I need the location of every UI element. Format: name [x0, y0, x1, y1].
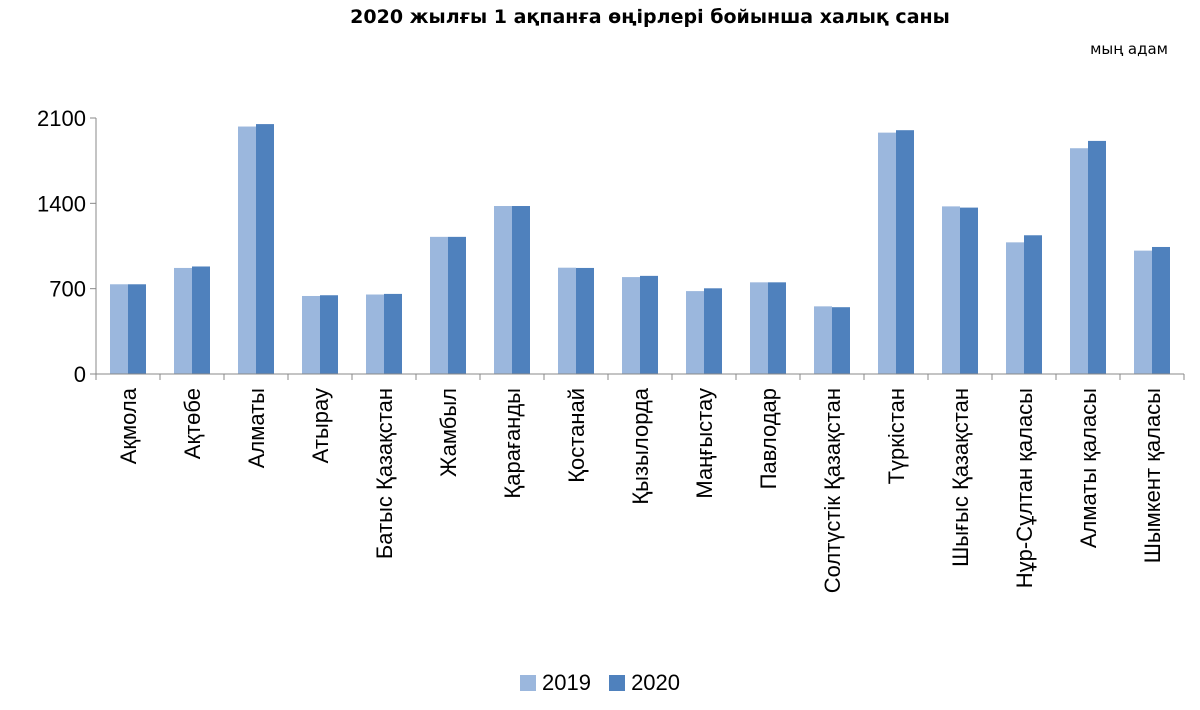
legend-item-2020: 2020	[609, 670, 680, 696]
bar-2019-7	[558, 267, 576, 374]
x-category-label: Солтүстік Қазақстан	[820, 388, 845, 593]
bar-2020-7	[576, 267, 594, 374]
bar-2019-6	[494, 206, 512, 374]
bar-2020-9	[704, 288, 722, 374]
bar-2019-10	[750, 282, 768, 374]
bar-2020-11	[832, 307, 850, 374]
y-tick-label: 700	[49, 277, 86, 302]
bar-2019-14	[1006, 242, 1024, 374]
x-category-label: Маңғыстау	[692, 388, 717, 499]
x-category-label: Қарағанды	[500, 388, 525, 499]
bar-2020-6	[512, 206, 530, 374]
bars-layer	[110, 124, 1170, 375]
unit-label: мың адам	[1090, 40, 1168, 58]
x-category-label: Шығыс Қазақстан	[948, 388, 973, 567]
bar-2020-16	[1152, 246, 1170, 374]
legend: 2019 2020	[0, 670, 1200, 697]
x-category-label: Ақмола	[116, 387, 141, 464]
x-category-label: Батыс Қазақстан	[372, 388, 397, 559]
y-tick-label: 1400	[37, 191, 86, 216]
bar-2019-1	[174, 267, 192, 374]
bar-2020-13	[960, 207, 978, 374]
bar-2019-16	[1134, 250, 1152, 374]
bar-2020-15	[1088, 140, 1106, 374]
bar-2019-5	[430, 236, 448, 374]
bar-2020-5	[448, 236, 466, 374]
x-category-label: Нұр-Сұлтан қаласы	[1012, 388, 1037, 588]
x-category-label: Қостанай	[564, 388, 589, 483]
x-category-label: Шымкент қаласы	[1140, 388, 1165, 563]
bar-2020-3	[320, 295, 338, 374]
chart-title: 2020 жылғы 1 ақпанға өңірлері бойынша ха…	[350, 6, 950, 28]
labels-layer: 0 700 1400 2100 Ақмола Ақтөбе Алматы Атырау Баты…	[37, 106, 1165, 593]
legend-swatch-2019	[519, 675, 536, 691]
bar-2019-12	[878, 132, 896, 374]
bar-2020-10	[768, 282, 786, 374]
bar-2019-8	[622, 277, 640, 374]
x-category-label: Алматы қаласы	[1076, 388, 1101, 548]
bar-2019-15	[1070, 148, 1088, 374]
x-category-label: Түркістан	[884, 388, 909, 484]
legend-item-2019: 2019	[519, 670, 591, 696]
x-category-label: Қызылорда	[628, 387, 653, 504]
bar-2019-11	[814, 306, 832, 374]
legend-label-2019: 2019	[541, 670, 591, 695]
bar-2019-2	[238, 126, 256, 375]
bar-2019-9	[686, 291, 704, 374]
bar-2019-0	[110, 284, 128, 374]
x-category-label: Жамбыл	[436, 388, 461, 477]
bar-2020-0	[128, 284, 146, 374]
x-category-label: Ақтөбе	[180, 388, 205, 459]
bar-2020-1	[192, 266, 210, 374]
bar-2020-14	[1024, 235, 1042, 374]
bar-2019-13	[942, 206, 960, 374]
y-tick-label: 2100	[37, 106, 86, 131]
bar-2019-3	[302, 295, 320, 374]
bar-2020-2	[256, 124, 274, 374]
bar-2020-12	[896, 130, 914, 374]
legend-label-2020: 2020	[631, 670, 681, 695]
y-tick-label: 0	[74, 362, 86, 387]
x-category-label: Павлодар	[756, 388, 781, 489]
x-category-label: Атырау	[308, 388, 333, 463]
bar-2019-4	[366, 294, 384, 374]
legend-swatch-2020	[609, 675, 626, 691]
chart-plot: 0 700 1400 2100 Ақмола Ақтөбе Алматы Атырау Баты…	[37, 106, 1185, 593]
bar-2020-8	[640, 275, 658, 374]
bar-2020-4	[384, 293, 402, 374]
axis-layer	[90, 117, 1185, 380]
x-category-label: Алматы	[244, 388, 269, 468]
